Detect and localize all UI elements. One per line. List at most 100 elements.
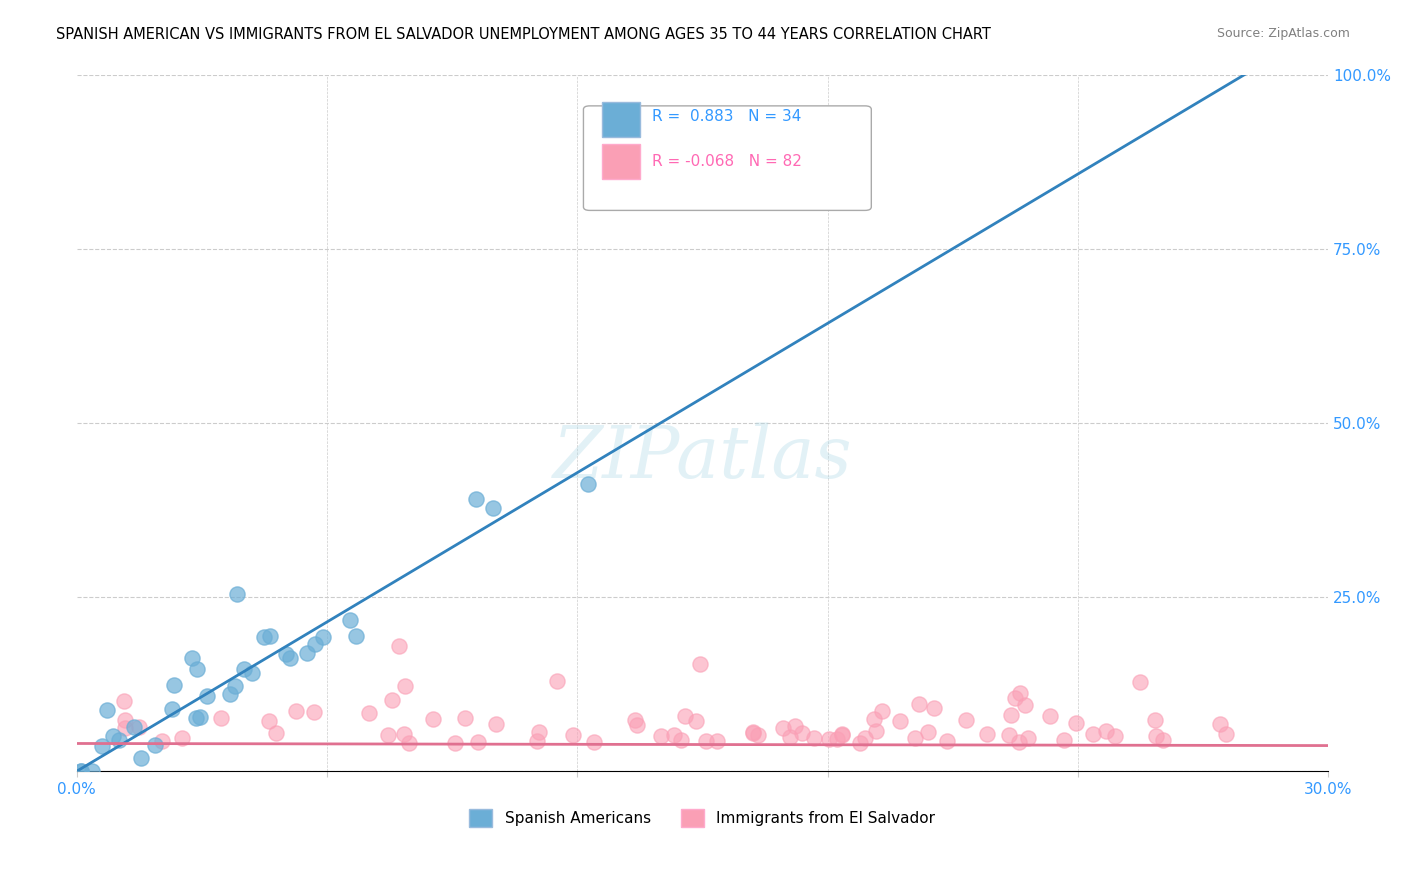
Point xyxy=(825,731,848,746)
Point xyxy=(304,705,326,719)
Point xyxy=(1017,731,1039,746)
Point xyxy=(114,721,136,735)
Text: Source: ZipAtlas.com: Source: ZipAtlas.com xyxy=(1216,27,1350,40)
Point xyxy=(1039,709,1062,723)
Point xyxy=(1007,734,1029,748)
Point xyxy=(803,731,825,746)
Point xyxy=(209,711,232,725)
Point xyxy=(685,714,707,728)
Point xyxy=(226,587,249,601)
Point xyxy=(664,728,686,742)
Point xyxy=(224,679,246,693)
Point xyxy=(1104,729,1126,743)
Point xyxy=(485,716,508,731)
Point xyxy=(285,704,308,718)
FancyBboxPatch shape xyxy=(602,103,640,137)
FancyBboxPatch shape xyxy=(583,106,872,211)
Point xyxy=(129,751,152,765)
Point xyxy=(863,712,886,726)
Point xyxy=(1081,727,1104,741)
Point xyxy=(576,477,599,491)
Point xyxy=(741,725,763,739)
Point xyxy=(865,724,887,739)
Point xyxy=(527,725,550,739)
Point xyxy=(1129,675,1152,690)
Point xyxy=(1144,713,1167,727)
FancyBboxPatch shape xyxy=(602,145,640,179)
Point xyxy=(936,734,959,748)
Point xyxy=(103,729,125,743)
Point xyxy=(91,739,114,754)
Point xyxy=(1014,698,1036,712)
Point xyxy=(747,728,769,742)
Point xyxy=(108,732,131,747)
Point xyxy=(976,727,998,741)
Point xyxy=(114,713,136,727)
Point xyxy=(673,709,696,723)
Point xyxy=(422,712,444,726)
Point xyxy=(695,734,717,748)
Point xyxy=(394,679,416,693)
Point xyxy=(188,710,211,724)
Point xyxy=(626,717,648,731)
Point xyxy=(526,734,548,748)
Point xyxy=(186,662,208,676)
Point xyxy=(1053,733,1076,747)
Point xyxy=(1095,723,1118,738)
Point xyxy=(312,630,335,644)
Point xyxy=(128,720,150,734)
Point xyxy=(150,734,173,748)
Point xyxy=(779,731,801,745)
Point xyxy=(1066,715,1088,730)
Point xyxy=(1008,686,1031,700)
Point xyxy=(377,728,399,742)
Point xyxy=(233,662,256,676)
Point xyxy=(1215,727,1237,741)
Point xyxy=(259,628,281,642)
Point xyxy=(186,711,208,725)
Point xyxy=(219,687,242,701)
Point xyxy=(790,726,813,740)
Point xyxy=(381,693,404,707)
Point xyxy=(467,735,489,749)
Point xyxy=(1004,691,1026,706)
Point xyxy=(253,630,276,644)
Point xyxy=(849,736,872,750)
Point xyxy=(831,727,853,741)
Point xyxy=(180,651,202,665)
Point xyxy=(464,491,486,506)
Point xyxy=(344,629,367,643)
Point xyxy=(546,673,568,688)
Point xyxy=(955,714,977,728)
Point xyxy=(870,704,893,718)
Point xyxy=(562,728,585,742)
Point xyxy=(240,665,263,680)
Point xyxy=(998,728,1021,742)
Point xyxy=(398,736,420,750)
Point xyxy=(387,639,409,653)
Point xyxy=(706,734,728,748)
Point xyxy=(908,697,931,711)
Point xyxy=(482,500,505,515)
Point xyxy=(1144,730,1167,744)
Point xyxy=(783,719,806,733)
Point xyxy=(582,735,605,749)
Point xyxy=(1000,707,1022,722)
Point xyxy=(195,689,218,703)
Point xyxy=(772,721,794,735)
Text: SPANISH AMERICAN VS IMMIGRANTS FROM EL SALVADOR UNEMPLOYMENT AMONG AGES 35 TO 44: SPANISH AMERICAN VS IMMIGRANTS FROM EL S… xyxy=(56,27,991,42)
Point xyxy=(96,702,118,716)
Point xyxy=(1152,733,1174,747)
Text: ZIPatlas: ZIPatlas xyxy=(553,423,852,493)
Text: R =  0.883   N = 34: R = 0.883 N = 34 xyxy=(652,109,801,124)
Point xyxy=(889,714,911,728)
Point xyxy=(444,736,467,750)
Point xyxy=(112,693,135,707)
Point xyxy=(853,731,876,746)
Point xyxy=(295,646,318,660)
Point xyxy=(69,764,91,779)
Point xyxy=(741,725,763,739)
Point xyxy=(1208,716,1230,731)
Point xyxy=(924,701,946,715)
Point xyxy=(80,764,103,779)
